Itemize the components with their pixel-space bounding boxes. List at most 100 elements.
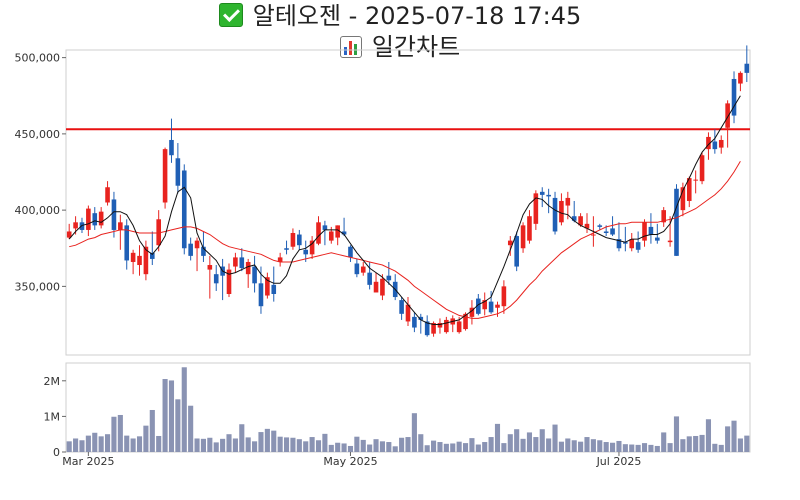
- volume-bar: [673, 416, 680, 452]
- volume-bar: [610, 442, 616, 452]
- candle: [578, 213, 583, 227]
- candle-body: [648, 226, 654, 235]
- volume-bar: [207, 437, 213, 452]
- volume-bar: [590, 439, 596, 452]
- volume-bar: [239, 424, 245, 452]
- candle: [731, 71, 737, 124]
- ma5-line: [68, 95, 741, 325]
- volume-bar: [725, 426, 731, 452]
- volume-y-tick-label: 1M: [44, 410, 61, 423]
- candle-body: [130, 252, 136, 262]
- candle: [693, 170, 698, 194]
- candle: [725, 100, 730, 148]
- volume-bar: [232, 438, 238, 452]
- candle-body: [284, 248, 289, 250]
- candle: [373, 272, 379, 293]
- candle: [354, 258, 360, 278]
- candle-body: [239, 257, 245, 269]
- volume-bar: [475, 444, 481, 452]
- volume-bar: [456, 441, 462, 452]
- candle: [290, 228, 296, 250]
- volume-bar: [392, 446, 398, 452]
- candle: [233, 252, 238, 273]
- candle: [546, 188, 551, 214]
- candle: [143, 240, 149, 281]
- volume-bar: [341, 443, 347, 452]
- candle-body: [162, 149, 168, 203]
- volume-bar: [731, 420, 737, 452]
- volume-bar: [322, 433, 328, 452]
- volume-bar: [399, 437, 405, 452]
- candle-body: [667, 240, 673, 243]
- price-y-tick-label: 350,000: [15, 280, 61, 293]
- volume-bar: [220, 438, 226, 452]
- volume-bar: [271, 430, 277, 452]
- candle: [559, 193, 564, 226]
- candle-body: [316, 222, 321, 244]
- volume-bar: [143, 425, 149, 452]
- volume-bar: [264, 428, 270, 452]
- candle-body: [488, 301, 494, 313]
- volume-bar: [335, 442, 341, 452]
- candle-body: [584, 223, 590, 229]
- candle-body: [552, 197, 558, 232]
- candle: [597, 223, 603, 230]
- volume-bar: [149, 409, 155, 452]
- volume-y-tick-label: 2M: [44, 375, 61, 388]
- candle-body: [258, 283, 264, 307]
- x-tick-label: May 2025: [323, 455, 377, 468]
- candle: [610, 216, 615, 237]
- candle-body: [271, 284, 277, 294]
- candle-body: [712, 141, 718, 150]
- volume-bar: [533, 437, 539, 452]
- candle-body: [143, 246, 149, 275]
- volume-bar: [744, 435, 750, 452]
- volume-bar: [482, 442, 488, 452]
- volume-bar: [641, 443, 648, 452]
- candle-body: [399, 300, 404, 314]
- volume-bar: [283, 437, 290, 452]
- candle: [616, 222, 622, 252]
- volume-bar: [194, 438, 200, 452]
- volume-bar: [558, 441, 564, 452]
- candle: [744, 45, 750, 83]
- candle-body: [105, 187, 110, 203]
- candle: [712, 129, 718, 154]
- candle-body: [520, 225, 526, 249]
- volume-bar: [539, 429, 545, 452]
- volume-panel: 0 1M 2M: [44, 362, 751, 459]
- candle: [252, 255, 257, 293]
- candle-body: [437, 322, 443, 328]
- candle-body: [194, 240, 200, 249]
- candle-body: [213, 274, 219, 284]
- volume-bar: [520, 438, 526, 452]
- candle-body: [623, 242, 628, 244]
- candle-body: [476, 298, 481, 314]
- volume-bar: [571, 440, 577, 452]
- candle: [539, 187, 545, 208]
- candle-body: [169, 139, 174, 156]
- candle: [629, 233, 635, 252]
- candle: [392, 274, 398, 301]
- candle: [201, 231, 206, 262]
- candle: [181, 164, 187, 255]
- candle: [98, 207, 104, 229]
- candle-body: [693, 179, 698, 181]
- candle: [360, 261, 366, 276]
- candle: [399, 297, 404, 320]
- volume-bar: [386, 442, 392, 452]
- volume-bar: [296, 439, 302, 452]
- volume-bar: [693, 435, 699, 452]
- volume-bar: [411, 413, 417, 452]
- volume-bar: [73, 438, 79, 452]
- candle-body: [156, 219, 161, 246]
- volume-bar: [501, 443, 507, 452]
- volume-bar: [635, 444, 641, 452]
- candle: [297, 229, 302, 250]
- candle: [175, 143, 181, 194]
- candle: [367, 261, 372, 290]
- candle-body: [322, 225, 328, 230]
- volume-bar: [418, 434, 424, 452]
- volume-bar: [462, 443, 469, 452]
- candle-body: [201, 246, 206, 256]
